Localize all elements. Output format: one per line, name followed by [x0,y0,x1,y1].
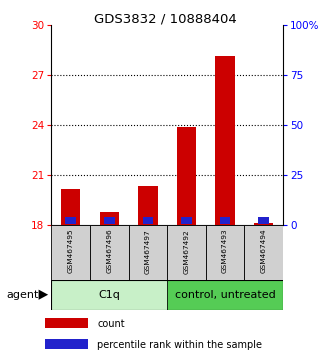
Text: agent: agent [7,290,39,300]
Text: GSM467497: GSM467497 [145,229,151,274]
Bar [177,127,196,225]
Text: GSM467494: GSM467494 [261,229,267,273]
Bar [128,225,167,280]
Text: percentile rank within the sample: percentile rank within the sample [97,340,262,350]
Bar [167,280,283,310]
Text: GSM467495: GSM467495 [68,229,73,273]
Bar [244,225,283,280]
Text: GSM467492: GSM467492 [183,229,189,274]
Bar [254,223,273,225]
Bar [90,225,128,280]
Bar [65,217,76,224]
Bar [51,225,90,280]
Bar [215,56,235,225]
Bar [61,189,80,225]
Bar [167,225,206,280]
Bar [104,217,115,224]
Bar [220,217,230,224]
Bar [45,318,88,328]
Text: GDS3832 / 10888404: GDS3832 / 10888404 [94,12,237,25]
Bar [45,339,88,349]
Bar [143,217,153,224]
Bar [138,187,158,225]
Text: control, untreated: control, untreated [175,290,275,300]
Bar [51,280,167,310]
Bar [206,225,244,280]
Bar [100,212,119,225]
Bar [259,217,269,224]
Bar [181,217,192,224]
Text: C1q: C1q [98,290,120,300]
Text: GSM467496: GSM467496 [106,229,112,273]
Text: GSM467493: GSM467493 [222,229,228,273]
Polygon shape [39,290,48,300]
Text: count: count [97,319,125,330]
